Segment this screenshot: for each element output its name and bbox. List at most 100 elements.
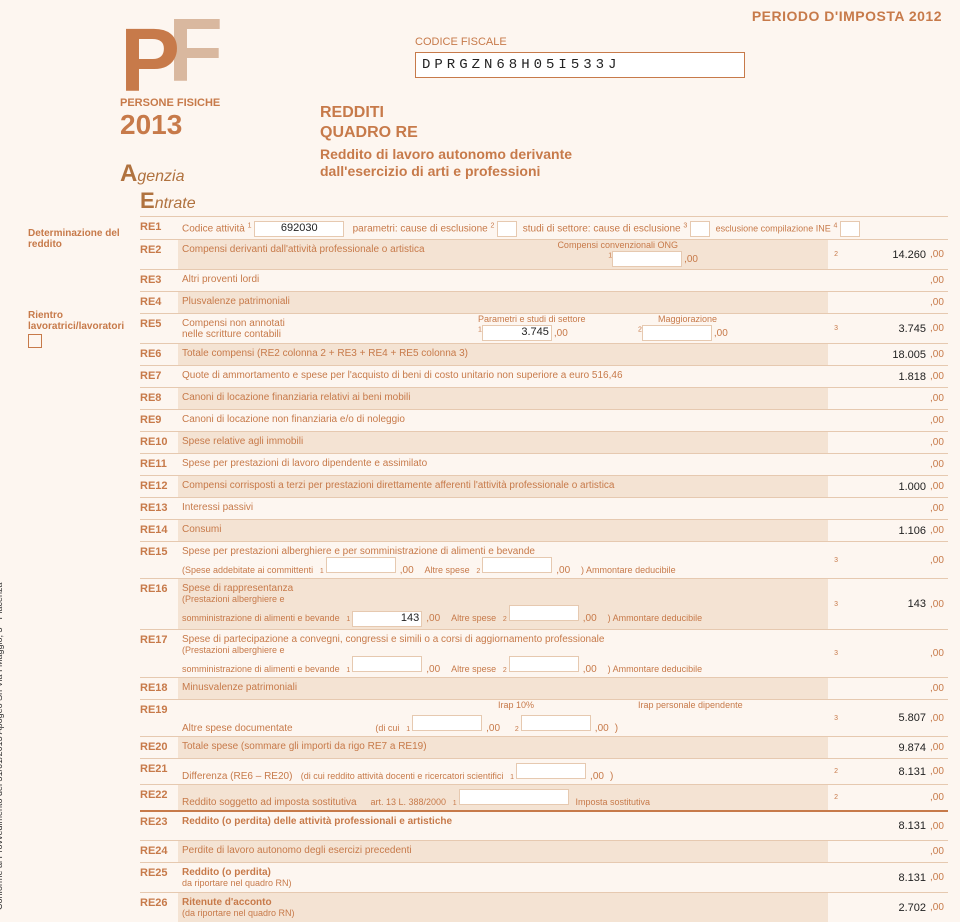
- re16-b1: 143: [352, 611, 422, 627]
- re22-code: RE22: [140, 785, 178, 810]
- re26-value: 2.702: [838, 902, 928, 914]
- row-re7: RE7 Quote di ammortamento e spese per l'…: [140, 365, 948, 387]
- re17-code: RE17: [140, 630, 178, 677]
- re3-code: RE3: [140, 270, 178, 291]
- re25-desc: Reddito (o perdita) da riportare nel qua…: [178, 863, 828, 892]
- re19-b1: [412, 715, 482, 731]
- row-re13: RE13 Interessi passivi ,00: [140, 497, 948, 519]
- re7-value: 1.818: [838, 371, 928, 383]
- re12-value: 1.000: [838, 481, 928, 493]
- re19-desc: Irap 10% Irap personale dipendente Altre…: [178, 700, 828, 736]
- vertical-footer-text: Conforme al Provvedimento del 31/01/2013…: [0, 582, 4, 910]
- row-re22: RE22 Reddito soggetto ad imposta sostitu…: [140, 784, 948, 810]
- re14-value: 1.106: [838, 525, 928, 537]
- re20-value: 9.874: [838, 742, 928, 754]
- row-re15: RE15 Spese per prestazioni alberghiere e…: [140, 541, 948, 578]
- re1-code: RE1: [140, 217, 178, 239]
- re9-desc: Canoni di locazione non finanziaria e/o …: [178, 410, 828, 431]
- re25-value: 8.131: [838, 872, 928, 884]
- re2-code: RE2: [140, 240, 178, 269]
- re16-desc: Spese di rappresentanza (Prestazioni alb…: [178, 579, 828, 629]
- re4-desc: Plusvalenze patrimoniali: [178, 292, 828, 313]
- row-re1: RE1 Codice attività 1 692030 parametri: …: [140, 216, 948, 239]
- re20-code: RE20: [140, 737, 178, 758]
- re1-desc: Codice attività 1 692030 parametri: caus…: [178, 217, 948, 239]
- re2-desc: Compensi derivanti dall'attività profess…: [178, 240, 828, 269]
- re15-desc: Spese per prestazioni alberghiere e per …: [178, 542, 828, 578]
- row-re6: RE6 Totale compensi (RE2 colonna 2 + RE3…: [140, 343, 948, 365]
- re1-escl-box: [840, 221, 860, 237]
- re12-desc: Compensi corrisposti a terzi per prestaz…: [178, 476, 828, 497]
- re15-b2: [482, 557, 552, 573]
- re17-desc: Spese di partecipazione a convegni, cong…: [178, 630, 828, 677]
- row-re21: RE21 Differenza (RE6 – RE20) (di cui red…: [140, 758, 948, 784]
- re17-b2: [509, 656, 579, 672]
- redditi-label: REDDITI: [320, 104, 384, 122]
- re23-desc: Reddito (o perdita) delle attività profe…: [178, 812, 828, 840]
- pf-logo-block: F P PERSONE FISICHE 2013: [120, 30, 320, 141]
- re12-code: RE12: [140, 476, 178, 497]
- re1-studi-box: [690, 221, 710, 237]
- re5-v2: [642, 325, 712, 341]
- re5-code: RE5: [140, 314, 178, 343]
- re25-code: RE25: [140, 863, 178, 892]
- re18-code: RE18: [140, 678, 178, 699]
- re15-code: RE15: [140, 542, 178, 578]
- re26-code: RE26: [140, 893, 178, 922]
- pf-year: 2013: [120, 109, 320, 141]
- determinazione-label: Determinazione del reddito: [28, 228, 136, 250]
- rientro-checkbox[interactable]: [28, 334, 42, 348]
- periodo-imposta: PERIODO D'IMPOSTA 2012: [752, 8, 942, 24]
- re16-code: RE16: [140, 579, 178, 629]
- re20-desc: Totale spese (sommare gli importi da rig…: [178, 737, 828, 758]
- rientro-label: Rientro lavoratrici/lavoratori: [28, 310, 136, 332]
- re11-desc: Spese per prestazioni di lavoro dipenden…: [178, 454, 828, 475]
- re9-code: RE9: [140, 410, 178, 431]
- cf-label: CODICE FISCALE: [415, 36, 507, 48]
- re13-desc: Interessi passivi: [178, 498, 828, 519]
- agenzia-logo: Agenzia Entrate: [120, 160, 196, 214]
- re4-code: RE4: [140, 292, 178, 313]
- row-re24: RE24 Perdite di lavoro autonomo degli es…: [140, 840, 948, 862]
- logo-p-letter: P: [120, 11, 180, 111]
- row-re19: RE19 Irap 10% Irap personale dipendente …: [140, 699, 948, 736]
- re17-b1: [352, 656, 422, 672]
- re8-desc: Canoni di locazione finanziaria relativi…: [178, 388, 828, 409]
- re22-b1: [459, 789, 569, 805]
- re21-code: RE21: [140, 759, 178, 784]
- re21-desc: Differenza (RE6 – RE20) (di cui reddito …: [178, 759, 828, 784]
- re11-code: RE11: [140, 454, 178, 475]
- row-re17: RE17 Spese di partecipazione a convegni,…: [140, 629, 948, 677]
- re21-value: 8.131: [838, 766, 928, 778]
- re19-value: 5.807: [838, 712, 928, 724]
- re19-code: RE19: [140, 700, 178, 736]
- re14-code: RE14: [140, 520, 178, 541]
- re3-desc: Altri proventi lordi: [178, 270, 828, 291]
- row-re11: RE11 Spese per prestazioni di lavoro dip…: [140, 453, 948, 475]
- row-re4: RE4 Plusvalenze patrimoniali ,00: [140, 291, 948, 313]
- re23-code: RE23: [140, 812, 178, 840]
- re10-desc: Spese relative agli immobili: [178, 432, 828, 453]
- re7-desc: Quote di ammortamento e spese per l'acqu…: [178, 366, 828, 387]
- row-re16: RE16 Spese di rappresentanza (Prestazion…: [140, 578, 948, 629]
- re1-param-box: [497, 221, 517, 237]
- re8-code: RE8: [140, 388, 178, 409]
- re2-ong-box: [612, 251, 682, 267]
- row-re18: RE18 Minusvalenze patrimoniali ,00: [140, 677, 948, 699]
- re5-value: 3.745: [838, 323, 928, 335]
- row-re12: RE12 Compensi corrisposti a terzi per pr…: [140, 475, 948, 497]
- re6-code: RE6: [140, 344, 178, 365]
- re19-b2: [521, 715, 591, 731]
- form-header: PERIODO D'IMPOSTA 2012 CODICE FISCALE DP…: [0, 0, 960, 210]
- re26-desc: Ritenute d'acconto (da riportare nel qua…: [178, 893, 828, 922]
- re15-b1: [326, 557, 396, 573]
- re24-desc: Perdite di lavoro autonomo degli eserciz…: [178, 841, 828, 862]
- re1-codice-attivita: 692030: [254, 221, 344, 237]
- row-re5: RE5 Compensi non annotati Parametri e st…: [140, 313, 948, 343]
- re22-desc: Reddito soggetto ad imposta sostitutiva …: [178, 785, 828, 810]
- re5-desc: Compensi non annotati Parametri e studi …: [178, 314, 828, 343]
- form-rows: RE1 Codice attività 1 692030 parametri: …: [140, 216, 948, 922]
- re16-value: 143: [838, 598, 928, 610]
- left-section-labels: Determinazione del reddito Rientro lavor…: [28, 228, 136, 351]
- row-re23: RE23 Reddito (o perdita) delle attività …: [140, 810, 948, 840]
